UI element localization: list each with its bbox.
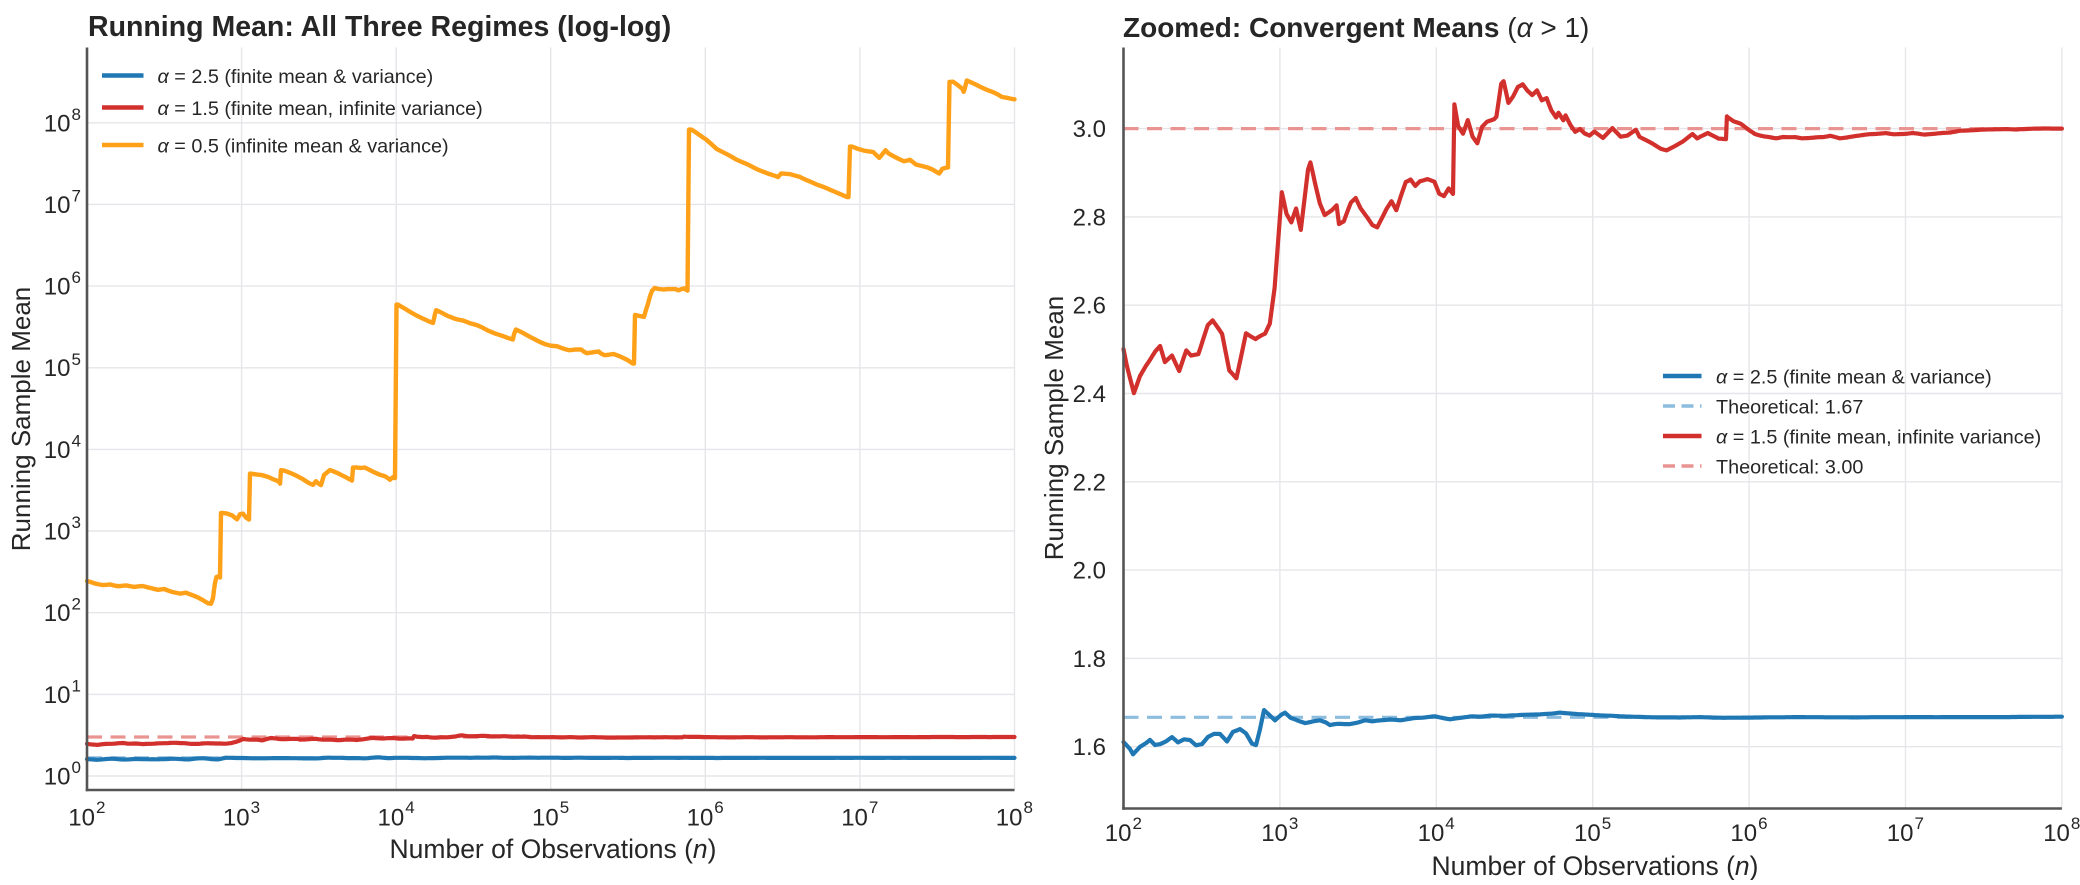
svg-text:5: 5 <box>1602 814 1611 833</box>
svg-text:10: 10 <box>1730 820 1757 847</box>
svg-text:α = 1.5 (finite mean, infinite: α = 1.5 (finite mean, infinite variance) <box>1716 427 2041 449</box>
svg-text:10: 10 <box>1887 820 1914 847</box>
svg-text:2.2: 2.2 <box>1073 469 1106 496</box>
svg-text:10: 10 <box>44 355 71 382</box>
svg-text:10: 10 <box>687 805 714 832</box>
svg-text:10: 10 <box>1418 820 1445 847</box>
svg-text:10: 10 <box>841 805 868 832</box>
svg-text:10: 10 <box>44 764 71 791</box>
svg-text:6: 6 <box>1758 814 1767 833</box>
svg-text:α = 2.5 (finite mean & varianc: α = 2.5 (finite mean & variance) <box>1716 367 1992 389</box>
svg-text:5: 5 <box>560 798 569 817</box>
svg-text:2.6: 2.6 <box>1073 293 1106 320</box>
svg-text:5: 5 <box>72 350 81 369</box>
svg-text:2: 2 <box>96 798 105 817</box>
svg-text:7: 7 <box>1915 814 1924 833</box>
svg-text:10: 10 <box>68 805 95 832</box>
svg-text:6: 6 <box>714 798 723 817</box>
svg-text:2.8: 2.8 <box>1073 204 1106 231</box>
svg-text:10: 10 <box>532 805 559 832</box>
svg-text:1.8: 1.8 <box>1073 646 1106 673</box>
svg-text:Number of Observations (n): Number of Observations (n) <box>1432 851 1759 880</box>
svg-text:α = 1.5 (finite mean, infinite: α = 1.5 (finite mean, infinite variance) <box>158 98 483 120</box>
svg-text:Zoomed: Convergent Means (α >: Zoomed: Convergent Means (α > 1) <box>1123 12 1589 43</box>
svg-text:2.0: 2.0 <box>1073 558 1106 585</box>
svg-text:8: 8 <box>72 105 81 124</box>
svg-text:1.6: 1.6 <box>1073 734 1106 761</box>
svg-text:Running Mean: All Three Regime: Running Mean: All Three Regimes (log-log… <box>88 11 671 43</box>
svg-text:10: 10 <box>44 110 71 137</box>
svg-text:4: 4 <box>72 431 81 450</box>
svg-text:10: 10 <box>44 600 71 627</box>
svg-text:2.4: 2.4 <box>1073 381 1106 408</box>
svg-text:10: 10 <box>2043 820 2070 847</box>
svg-text:7: 7 <box>72 186 81 205</box>
svg-text:6: 6 <box>72 268 81 287</box>
svg-text:10: 10 <box>223 805 250 832</box>
svg-text:8: 8 <box>2071 814 2080 833</box>
svg-text:10: 10 <box>44 192 71 219</box>
svg-text:3: 3 <box>1289 814 1298 833</box>
svg-text:10: 10 <box>1261 820 1288 847</box>
svg-text:Running Sample Mean: Running Sample Mean <box>1039 296 1069 561</box>
svg-text:Theoretical: 3.00: Theoretical: 3.00 <box>1716 457 1863 479</box>
svg-text:1: 1 <box>72 676 81 695</box>
svg-text:10: 10 <box>996 805 1023 832</box>
svg-text:2: 2 <box>1133 814 1142 833</box>
svg-text:7: 7 <box>869 798 878 817</box>
svg-text:Running Sample Mean: Running Sample Mean <box>6 287 36 552</box>
svg-text:10: 10 <box>44 519 71 546</box>
svg-text:4: 4 <box>405 798 414 817</box>
svg-text:2: 2 <box>72 595 81 614</box>
svg-text:10: 10 <box>44 274 71 301</box>
svg-text:10: 10 <box>377 805 404 832</box>
svg-text:10: 10 <box>1105 820 1132 847</box>
svg-text:10: 10 <box>44 437 71 464</box>
svg-text:α = 0.5 (infinite mean & varia: α = 0.5 (infinite mean & variance) <box>158 136 449 158</box>
svg-text:10: 10 <box>1574 820 1601 847</box>
svg-text:α = 2.5 (finite mean & varianc: α = 2.5 (finite mean & variance) <box>158 66 434 88</box>
svg-text:3: 3 <box>251 798 260 817</box>
svg-text:Theoretical: 1.67: Theoretical: 1.67 <box>1716 397 1863 419</box>
svg-text:8: 8 <box>1024 798 1033 817</box>
svg-text:3: 3 <box>72 513 81 532</box>
svg-text:4: 4 <box>1445 814 1454 833</box>
svg-text:10: 10 <box>44 682 71 709</box>
svg-text:3.0: 3.0 <box>1073 116 1106 143</box>
svg-text:Number of Observations (n): Number of Observations (n) <box>390 834 717 864</box>
svg-text:0: 0 <box>72 758 81 777</box>
